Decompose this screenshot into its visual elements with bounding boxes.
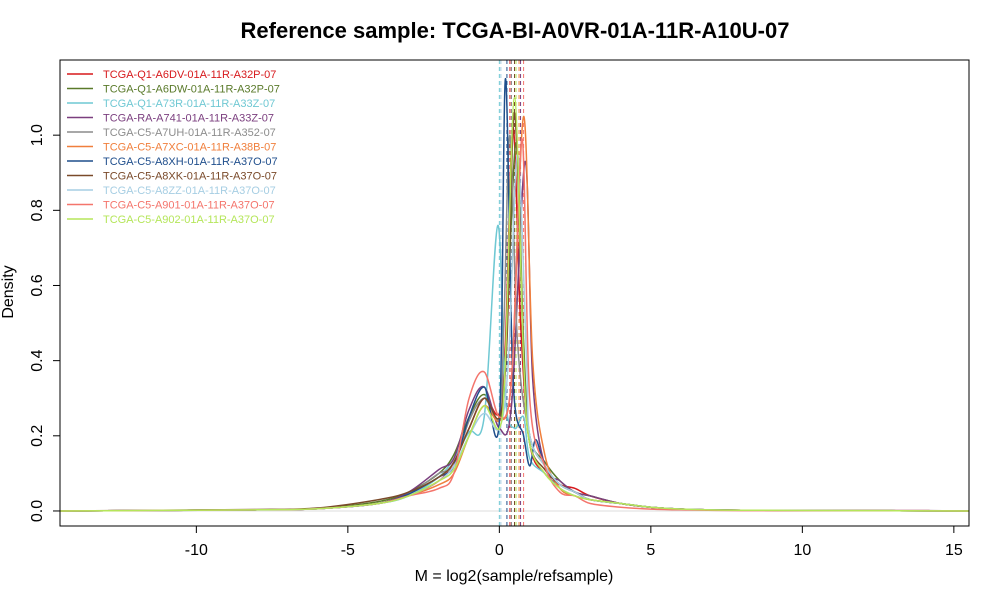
legend-entry: TCGA-Q1-A6DV-01A-11R-A32P-07 [103, 69, 276, 81]
chart-title: Reference sample: TCGA-BI-A0VR-01A-11R-A… [241, 18, 790, 43]
y-axis-ticks: 0.0 0.2 0.4 0.6 0.8 1.0 [29, 124, 60, 522]
legend-entry: TCGA-C5-A901-01A-11R-A37O-07 [103, 200, 275, 212]
density-curves [60, 78, 969, 512]
y-tick-label: 0.2 [29, 425, 46, 447]
legend-entry: TCGA-Q1-A73R-01A-11R-A33Z-07 [103, 98, 275, 110]
y-tick-label: 0.4 [29, 349, 46, 371]
legend-entry: TCGA-C5-A8XK-01A-11R-A37O-07 [103, 171, 277, 183]
legend-entry: TCGA-C5-A8XH-01A-11R-A37O-07 [103, 156, 278, 168]
legend-entry: TCGA-RA-A741-01A-11R-A33Z-07 [103, 113, 274, 125]
y-axis-label: Density [0, 265, 17, 318]
x-tick-label: 10 [793, 542, 811, 559]
x-tick-label: 0 [495, 542, 504, 559]
y-tick-label: 0.6 [29, 274, 46, 296]
y-tick-label: 1.0 [29, 124, 46, 146]
legend-entry: TCGA-Q1-A6DW-01A-11R-A32P-07 [103, 84, 280, 96]
x-tick-label: -5 [341, 542, 355, 559]
series-line-10 [60, 96, 969, 512]
legend-entry: TCGA-C5-A7UH-01A-11R-A352-07 [103, 127, 276, 139]
x-tick-label: 15 [945, 542, 963, 559]
legend-entry: TCGA-C5-A7XC-01A-11R-A38B-07 [103, 142, 276, 154]
plot-frame [59, 59, 970, 527]
legend: TCGA-Q1-A6DV-01A-11R-A32P-07 TCGA-Q1-A6DW… [67, 69, 280, 226]
x-tick-label: 5 [646, 542, 655, 559]
legend-entry: TCGA-C5-A8ZZ-01A-11R-A37O-07 [103, 185, 276, 197]
legend-entry: TCGA-C5-A902-01A-11R-A37O-07 [103, 214, 275, 226]
y-tick-label: 0.0 [29, 500, 46, 522]
x-axis-ticks: -10 -5 0 5 10 15 [185, 526, 963, 559]
y-tick-label: 0.8 [29, 199, 46, 221]
x-tick-label: -10 [185, 542, 208, 559]
x-axis-label: M = log2(sample/refsample) [415, 568, 614, 585]
